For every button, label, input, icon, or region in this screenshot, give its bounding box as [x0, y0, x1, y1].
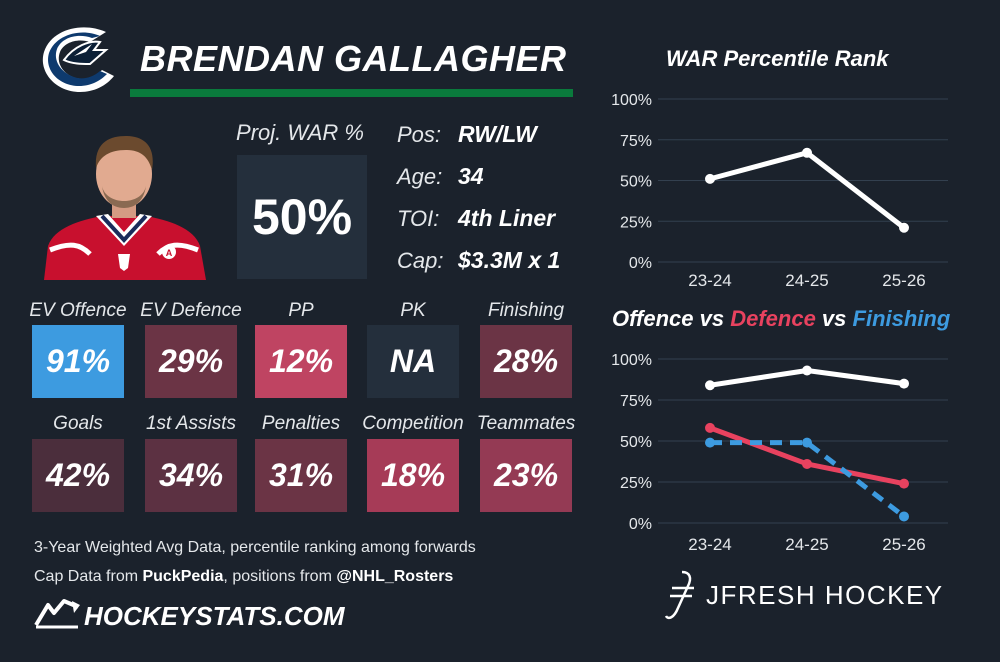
stat-label-pp: PP [288, 300, 314, 321]
stat-label-finishing: Finishing [487, 300, 565, 321]
chart1-series-line-war [707, 150, 907, 231]
chart1-ytick: 25% [620, 214, 652, 231]
stat-label-teammates: Teammates [476, 413, 576, 434]
age-label: Age: [397, 164, 443, 189]
chart2-ytick: 25% [620, 475, 652, 492]
stat-box-ev-offence: 91% [32, 325, 124, 398]
pos-value: RW/LW [458, 121, 537, 147]
footnote-data: 3-Year Weighted Avg Data, percentile ran… [34, 539, 476, 556]
player-name: BRENDAN GALLAGHER [140, 38, 567, 79]
chart2-point [899, 511, 909, 522]
chart1-xtick: 25-26 [882, 271, 925, 290]
chart1-xtick: 23-24 [688, 271, 731, 290]
stat-box-teammates: 23% [480, 439, 572, 512]
toi-value: 4th Liner [458, 205, 556, 231]
stat-box-penalties: 31% [255, 439, 347, 512]
jfresh-logo: JFRESH HOCKEY [664, 570, 944, 620]
chart2-series-line-defence [707, 425, 907, 487]
war-percentile-chart: WAR Percentile Rank 100% 75% 50% 25% 0% 23-24… [611, 46, 948, 290]
chart2-ytick: 75% [620, 393, 652, 410]
stat-label-penalties: Penalties [261, 413, 341, 434]
chart2-ytick: 0% [629, 516, 652, 533]
chart2-point [705, 380, 715, 391]
chart2-title-offence: Offence [612, 306, 694, 331]
stat-label-ev-offence: EV Offence [29, 300, 127, 321]
stat-box-1st-assists: 34% [145, 439, 237, 512]
chart2-xtick: 25-26 [882, 535, 925, 554]
chart1-title: WAR Percentile Rank [666, 46, 890, 71]
chart2-title-defence: Defence [730, 306, 816, 331]
stat-label-ev-defence: EV Defence [140, 300, 242, 321]
chart2-point [802, 437, 812, 448]
footnote-middle: , positions from [223, 568, 337, 585]
chart2-title-vs-1: vs [694, 306, 731, 331]
proj-war-value: 50% [237, 155, 367, 279]
chart1-point [802, 147, 812, 158]
chart2-xtick: 23-24 [688, 535, 731, 554]
stat-box-ev-defence: 29% [145, 325, 237, 398]
stat-box-pp: 12% [255, 325, 347, 398]
stat-label-pk: PK [400, 300, 426, 321]
age-value: 34 [458, 163, 484, 189]
chart2-point [899, 478, 909, 489]
hockeystats-logo: HOCKEYSTATS.COM [34, 599, 346, 631]
chart2-point [705, 422, 715, 433]
stat-box-finishing: 28% [480, 325, 572, 398]
pos-label: Pos: [397, 122, 442, 147]
stat-label-competition: Competition [362, 413, 464, 434]
chart1-point [899, 222, 909, 233]
stat-label-goals: Goals [53, 413, 103, 434]
proj-war-label: Proj. WAR % [236, 120, 364, 145]
hockeystats-text: HOCKEYSTATS.COM [84, 601, 346, 631]
stat-box-goals: 42% [32, 439, 124, 512]
footnote-prefix: Cap Data from [34, 568, 143, 585]
chart2-point [705, 437, 715, 448]
offence-defence-finishing-chart: Offence vs Defence vs Finishing 100% 75% 5… [611, 306, 951, 554]
canucks-logo [42, 27, 114, 93]
chart2-title-finishing: Finishing [853, 306, 951, 331]
toi-label: TOI: [397, 206, 440, 231]
chart2-title: Offence vs Defence vs Finishing [612, 306, 951, 331]
chart1-ytick: 0% [629, 255, 652, 272]
footnote-sources: Cap Data from PuckPedia, positions from … [34, 568, 453, 586]
chart1-xtick: 24-25 [785, 271, 828, 290]
chart1-point [705, 173, 715, 184]
chart2-point [899, 378, 909, 389]
chart2-point [802, 365, 812, 376]
chart1-ytick: 50% [620, 174, 652, 191]
cap-label: Cap: [397, 248, 444, 273]
title-underline [130, 89, 573, 97]
chart2-title-vs-2: vs [816, 306, 853, 331]
chart2-ytick: 50% [620, 434, 652, 451]
hockeystats-icon [34, 599, 80, 629]
chart1-ytick: 100% [611, 92, 652, 109]
chart2-point [802, 458, 812, 469]
chart1-ytick: 75% [620, 133, 652, 150]
player-photo: A [44, 136, 206, 280]
footnote-puckpedia: PuckPedia [142, 568, 224, 585]
stat-box-competition: 18% [367, 439, 459, 512]
svg-text:A: A [166, 248, 173, 258]
cap-value: $3.3M x 1 [458, 247, 561, 273]
chart2-ytick: 100% [611, 352, 652, 369]
stat-box-pk: NA [367, 325, 459, 398]
chart2-xtick: 24-25 [785, 535, 828, 554]
jfresh-text: JFRESH HOCKEY [706, 580, 944, 610]
stat-label-1st-assists: 1st Assists [145, 413, 237, 434]
footnote-nhl-rosters: @NHL_Rosters [336, 568, 454, 585]
